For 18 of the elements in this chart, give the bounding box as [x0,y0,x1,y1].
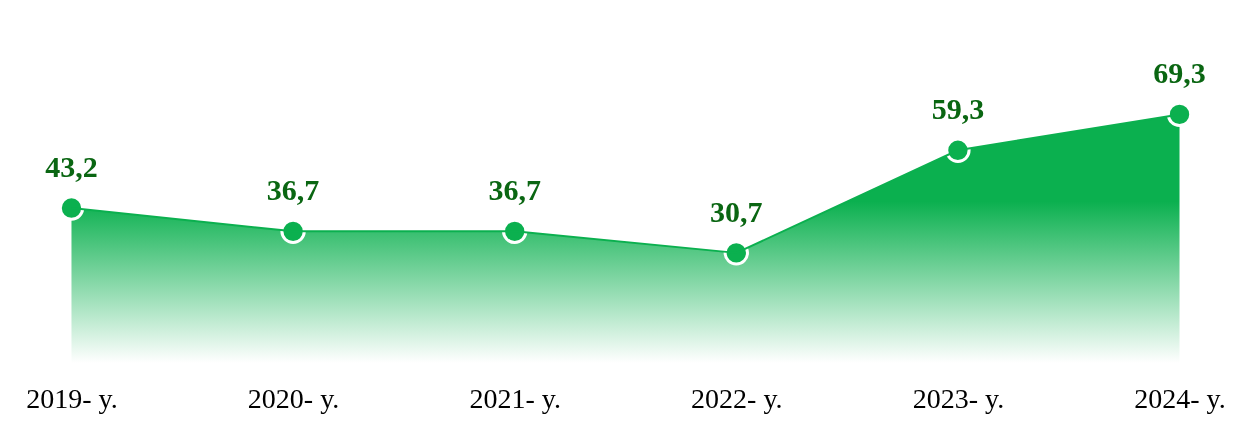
x-tick-label: 2019- y. [26,382,118,414]
x-tick-label: 2021- y. [469,382,561,414]
data-label: 59,3 [931,92,985,126]
point [58,195,85,221]
x-tick-label: 2024- y. [1134,382,1226,414]
point [945,137,971,163]
data-label: 36,7 [266,173,320,207]
point [1166,101,1193,128]
data-label: 43,2 [45,150,98,184]
point [280,218,306,245]
x-tick-label: 2023- y. [912,382,1005,414]
data-label: 69,3 [1153,56,1206,90]
point [502,218,528,245]
point [723,240,749,266]
x-tick-label: 2020- y. [247,382,340,414]
x-tick-label: 2022- y. [691,382,783,414]
data-label: 30,7 [710,194,763,228]
data-label: 36,7 [488,173,541,207]
